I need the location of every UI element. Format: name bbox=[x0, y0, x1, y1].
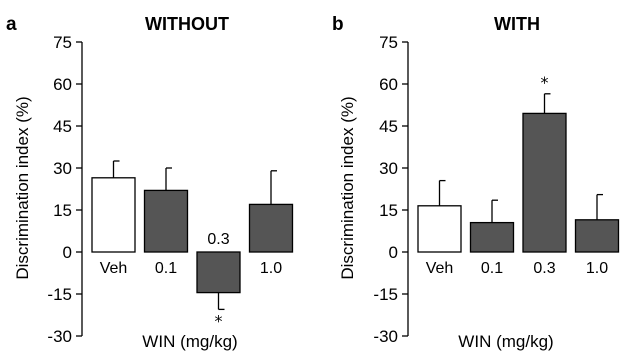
panel-a: a WITHOUT -30 -15 0 15 30 45 60 75 Discrimination … bbox=[6, 14, 294, 351]
y-tick-label: -15 bbox=[373, 285, 398, 304]
panel-letter: a bbox=[6, 14, 17, 35]
y-tick-label: 15 bbox=[379, 201, 398, 220]
category-label: Veh bbox=[426, 260, 454, 277]
y-axis-label: Discrimination index (%) bbox=[338, 96, 357, 279]
x-axis-label: WIN (mg/kg) bbox=[142, 332, 237, 351]
category-label: 0.3 bbox=[207, 231, 229, 248]
y-axis-label: Discrimination index (%) bbox=[13, 96, 32, 279]
x-axis-label: WIN (mg/kg) bbox=[458, 332, 553, 351]
category-label: 0.3 bbox=[533, 260, 555, 277]
y-tick-label: 0 bbox=[389, 243, 398, 262]
category-label: 1.0 bbox=[260, 260, 282, 277]
y-tick-label: 75 bbox=[53, 33, 72, 52]
panel-letter: b bbox=[332, 14, 344, 35]
y-tick-label: 30 bbox=[53, 159, 72, 178]
category-label: 1.0 bbox=[586, 260, 608, 277]
y-tick-label: 15 bbox=[53, 201, 72, 220]
bar bbox=[417, 205, 462, 253]
panel-title: WITH bbox=[494, 14, 540, 34]
bar bbox=[469, 221, 515, 253]
y-tick-label: -30 bbox=[47, 327, 72, 346]
bar bbox=[91, 177, 136, 253]
significance-marker: * bbox=[541, 73, 549, 92]
y-tick-label: 45 bbox=[379, 117, 398, 136]
category-label: Veh bbox=[100, 260, 128, 277]
y-tick-label: 30 bbox=[379, 159, 398, 178]
y-tick-label: -15 bbox=[47, 285, 72, 304]
bar bbox=[143, 189, 189, 253]
y-tick-label: 60 bbox=[53, 75, 72, 94]
bar bbox=[574, 219, 620, 253]
y-tick-label: 75 bbox=[379, 33, 398, 52]
bar bbox=[196, 251, 241, 294]
panel-title: WITHOUT bbox=[145, 14, 229, 34]
category-label: 0.1 bbox=[155, 260, 177, 277]
y-tick-label: 60 bbox=[379, 75, 398, 94]
significance-marker: * bbox=[215, 311, 223, 330]
y-tick-label: 45 bbox=[53, 117, 72, 136]
panel-b: b WITH -30 -15 0 15 30 45 60 75 Discrimination ind… bbox=[332, 14, 620, 351]
category-label: 0.1 bbox=[481, 260, 503, 277]
y-tick-label: -30 bbox=[373, 327, 398, 346]
y-tick-label: 0 bbox=[63, 243, 72, 262]
bar bbox=[248, 203, 294, 253]
bar bbox=[522, 112, 567, 253]
